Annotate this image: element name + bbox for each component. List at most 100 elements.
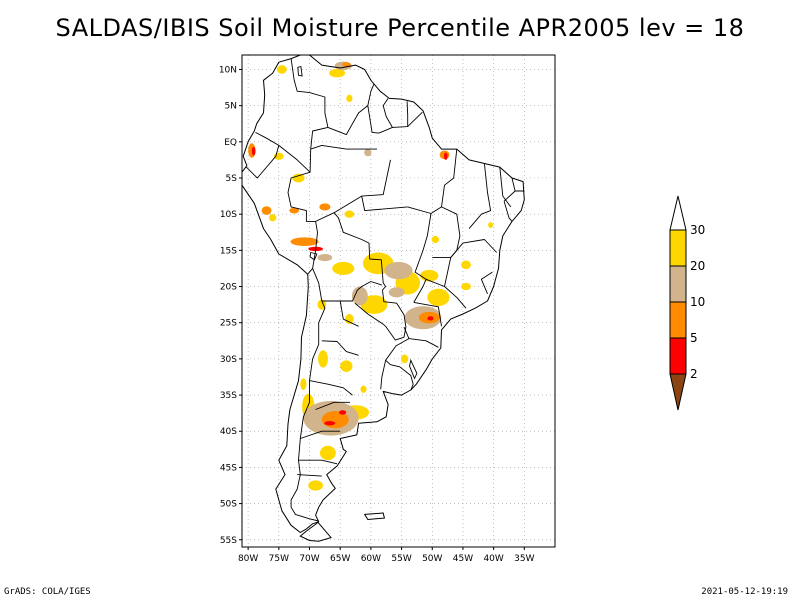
lon-tick-label: 35W: [514, 554, 534, 564]
percentile-shading: [248, 61, 494, 491]
colorbar-label: 10: [690, 295, 705, 309]
border-line: [339, 300, 359, 327]
percentile-region-gold: [360, 385, 367, 393]
lat-tick-label: 10S: [220, 210, 237, 220]
colorbar: 2 5 10 20 30: [669, 195, 705, 411]
border-line: [245, 145, 280, 179]
colorbar-upper-extend: [669, 195, 687, 231]
border-line: [480, 271, 493, 294]
percentile-region-gold: [431, 235, 440, 244]
colorbar-lower-extend: [669, 373, 687, 411]
percentile-region-gold: [427, 288, 450, 307]
lat-tick-label: 55S: [220, 536, 237, 546]
lake-outline: [309, 251, 318, 261]
percentile-region-orange: [342, 62, 351, 67]
percentile-region-gold: [329, 68, 346, 78]
grads-credit: GrADS: COLA/IGES: [4, 587, 91, 597]
colorbar-segment: [669, 265, 687, 303]
lat-tick-label: 35S: [220, 391, 237, 401]
border-line: [385, 326, 414, 391]
map-frame: [241, 54, 556, 548]
percentile-region-tan: [384, 261, 413, 280]
colorbar-label: 2: [690, 367, 698, 381]
border-line: [354, 290, 407, 341]
percentile-region-gold: [345, 314, 354, 325]
map-frame-bg: [242, 55, 555, 547]
lon-tick-label: 40W: [483, 554, 503, 564]
lake-outline: [409, 358, 418, 380]
border-line: [307, 221, 318, 275]
border-line: [503, 201, 513, 222]
border-line: [309, 380, 353, 396]
lat-tick-label: EQ: [224, 138, 237, 148]
percentile-region-gold: [461, 260, 471, 270]
border-line: [315, 401, 350, 410]
percentile-region-gold: [340, 360, 353, 372]
falkland-islands: [363, 512, 386, 521]
percentile-region-gold: [269, 214, 277, 222]
lat-tick-label: 40S: [220, 427, 237, 437]
percentile-region-red: [324, 421, 336, 426]
lat-tick-label: 50S: [220, 500, 237, 510]
lon-tick-label: 55W: [391, 554, 411, 564]
border-line: [413, 213, 432, 303]
colorbar-segment: [669, 337, 687, 375]
border-line: [408, 338, 439, 348]
percentile-region-red: [251, 146, 256, 156]
border-line: [380, 360, 387, 390]
border-line: [290, 268, 326, 522]
border-line: [444, 239, 498, 287]
political-boundaries: [242, 55, 525, 542]
percentile-region-orange: [319, 203, 331, 211]
percentile-region-gold: [300, 378, 307, 390]
border-line: [413, 301, 442, 327]
lon-tick-label: 75W: [269, 554, 289, 564]
lat-tick-label: 20S: [220, 283, 237, 293]
percentile-region-tan: [388, 287, 405, 298]
percentile-region-red: [443, 152, 448, 160]
lat-tick-label: 30S: [220, 355, 237, 365]
border-line: [503, 190, 516, 202]
lon-tick-label: 65W: [330, 554, 350, 564]
percentile-region-tan: [317, 253, 333, 262]
colorbar-segment: [669, 301, 687, 339]
colorbar-label: 5: [690, 331, 698, 345]
border-line: [425, 278, 467, 309]
percentile-region-gold: [488, 222, 494, 228]
border-line: [315, 212, 387, 291]
percentile-region-red: [338, 410, 347, 415]
lat-tick-label: 5S: [226, 174, 238, 184]
border-line: [310, 144, 377, 150]
lon-tick-label: 80W: [238, 554, 258, 564]
border-line: [300, 430, 341, 439]
percentile-region-gold: [292, 173, 305, 183]
percentile-region-tan: [364, 149, 372, 157]
border-line: [392, 101, 409, 128]
timestamp: 2021-05-12-19:19: [701, 587, 788, 597]
percentile-region-gold: [276, 65, 287, 74]
border-line: [321, 340, 359, 356]
colorbar-label: 30: [690, 223, 705, 237]
lat-tick-label: 10N: [219, 65, 237, 75]
border-line: [297, 474, 322, 477]
percentile-region-gold: [344, 210, 355, 218]
longitude-labels: 80W 75W 70W 65W 60W 55W 50W 45W 40W 35W: [238, 547, 535, 564]
map-title: SALDAS/IBIS Soil Moisture Percentile APR…: [55, 14, 745, 42]
percentile-region-tan: [351, 286, 368, 306]
border-line: [287, 126, 329, 222]
lon-tick-label: 60W: [361, 554, 381, 564]
percentile-region-red: [427, 316, 434, 321]
border-line: [468, 163, 492, 229]
border-line: [499, 167, 512, 208]
lat-tick-label: 45S: [220, 463, 237, 473]
lat-tick-label: 5N: [225, 102, 237, 112]
lon-tick-label: 70W: [299, 554, 319, 564]
percentile-region-gold: [419, 269, 439, 282]
percentile-region-gold: [317, 299, 327, 310]
percentile-region-orange: [289, 207, 300, 214]
percentile-region-gold: [360, 295, 388, 315]
lon-tick-label: 50W: [422, 554, 442, 564]
percentile-region-gold: [400, 354, 409, 364]
percentile-region-orange: [290, 237, 319, 247]
